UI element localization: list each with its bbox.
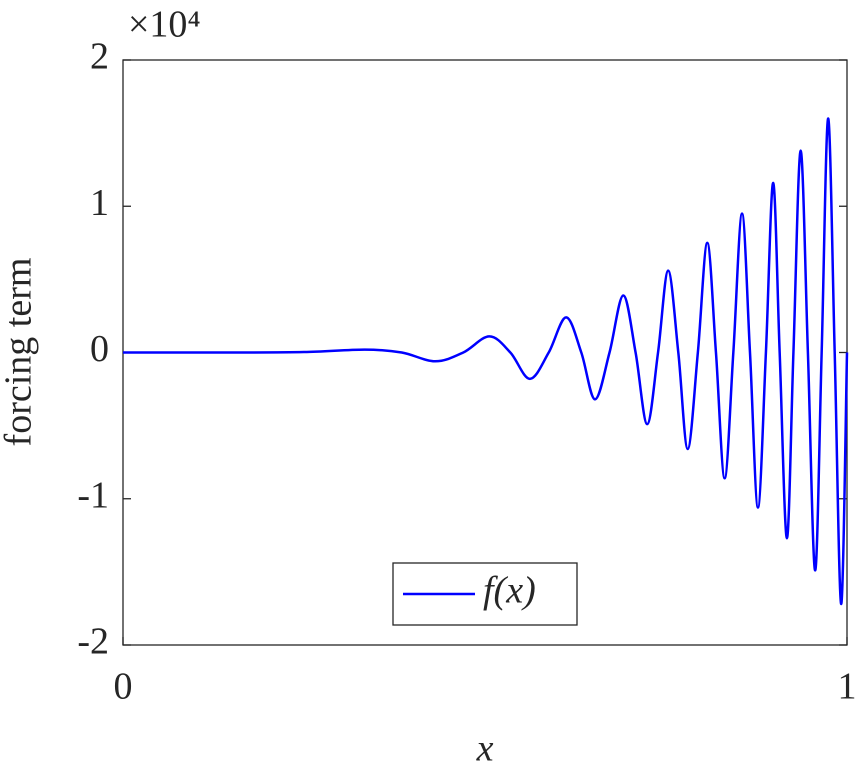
y-tick-label: 1 <box>90 182 109 224</box>
y-axis-label: forcing term <box>0 258 40 447</box>
y-tick-label: -1 <box>77 474 109 516</box>
y-tick-label: 2 <box>90 36 109 78</box>
legend-label: f(x) <box>483 570 536 612</box>
x-axis-label: x <box>476 728 494 770</box>
x-tick-label: 1 <box>838 666 857 708</box>
line <box>122 117 849 606</box>
y-tick-label: 0 <box>90 328 109 370</box>
y-tick-label: -2 <box>77 621 109 663</box>
x-tick-label: 0 <box>114 666 133 708</box>
axis-multiplier: ×10⁴ <box>128 4 201 46</box>
